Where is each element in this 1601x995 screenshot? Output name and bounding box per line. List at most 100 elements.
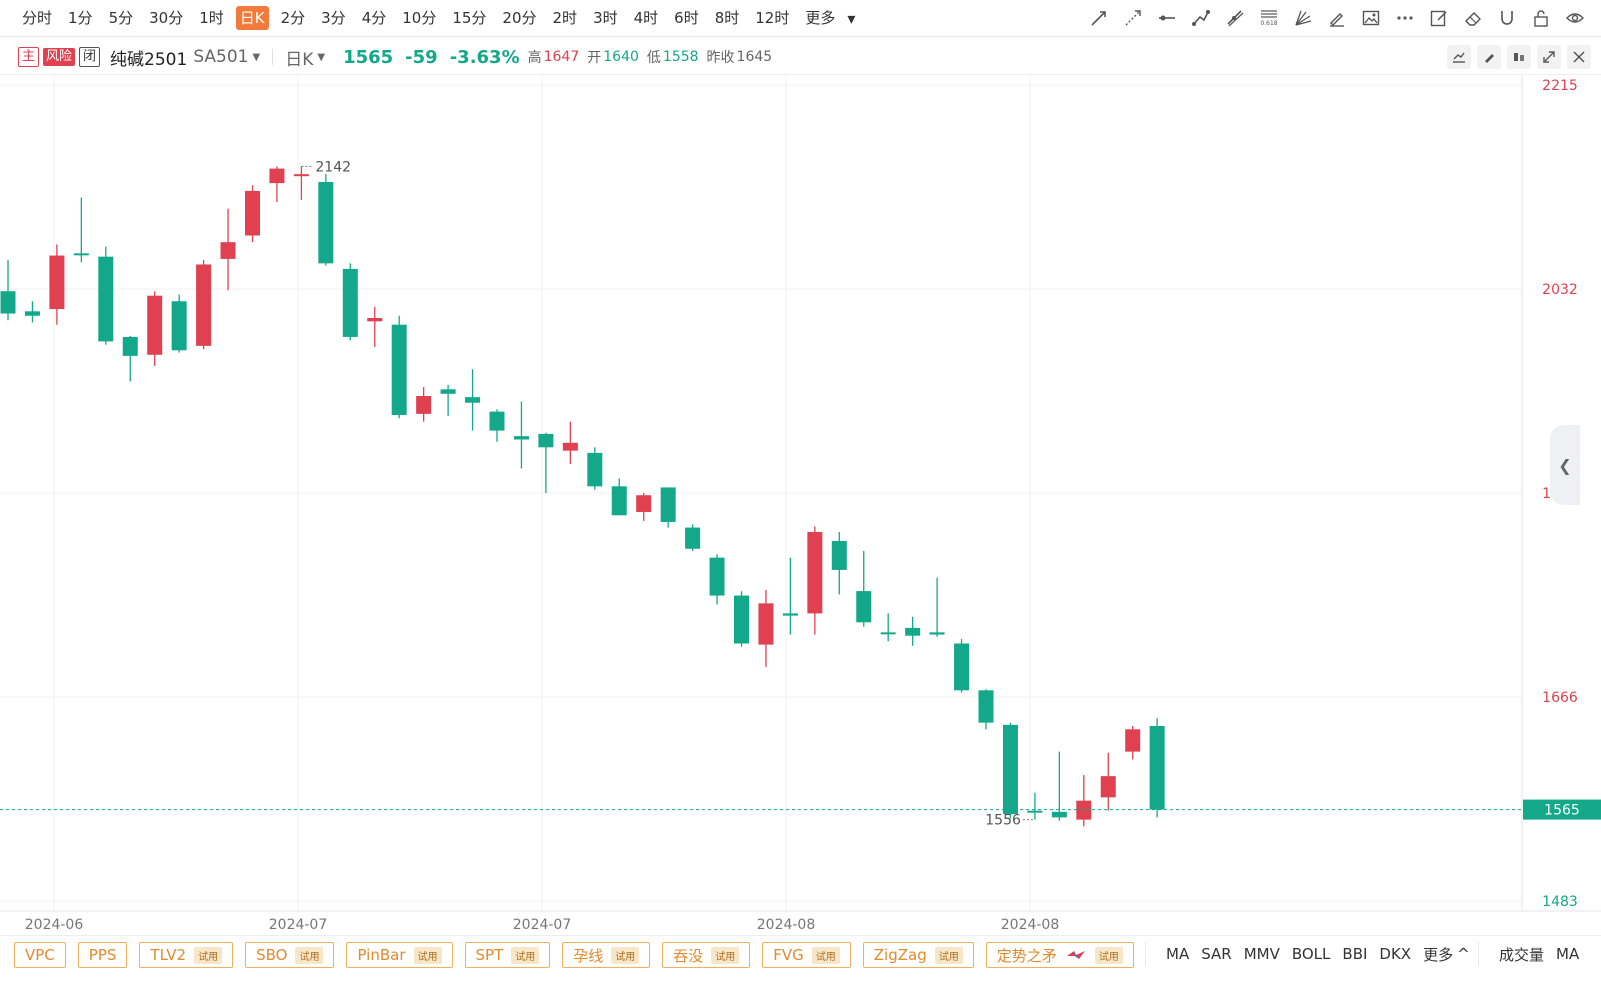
main-indicator[interactable]: MMV xyxy=(1243,945,1280,963)
candle-body xyxy=(49,255,65,310)
period-item[interactable]: 30分 xyxy=(149,9,184,27)
period-item[interactable]: 2时 xyxy=(552,9,578,27)
period-item[interactable]: 日K xyxy=(235,6,269,30)
fullscreen-icon[interactable] xyxy=(1537,45,1561,69)
indicator-button[interactable]: PinBar 试用 xyxy=(346,942,453,968)
close-icon[interactable] xyxy=(1567,45,1591,69)
eye-icon[interactable] xyxy=(1563,6,1587,30)
candle-body xyxy=(880,632,896,635)
x-axis-label: 2024-07 xyxy=(269,917,328,933)
candle xyxy=(856,550,872,627)
indicator-button[interactable]: TLV2 试用 xyxy=(139,942,234,968)
indicator-name: VPC xyxy=(25,946,55,964)
candle xyxy=(513,401,529,469)
polyline-icon[interactable] xyxy=(1189,6,1213,30)
note-icon[interactable] xyxy=(1427,6,1451,30)
candle xyxy=(709,554,725,605)
period-item[interactable]: 3分 xyxy=(321,9,346,27)
chart-settings-icon[interactable] xyxy=(1447,45,1471,69)
edit-icon[interactable] xyxy=(1477,45,1501,69)
candle-body xyxy=(538,433,554,448)
main-indicator[interactable]: DKX xyxy=(1379,945,1412,963)
candle-body xyxy=(611,486,627,516)
period-item[interactable]: 5分 xyxy=(108,9,134,27)
period-item[interactable]: 12时 xyxy=(755,9,790,27)
candle-body xyxy=(758,603,774,645)
parallel-channel-icon[interactable] xyxy=(1223,6,1247,30)
candle xyxy=(1027,792,1043,820)
candle xyxy=(342,263,358,341)
eraser-icon[interactable] xyxy=(1461,6,1485,30)
sub-indicator[interactable]: MA xyxy=(1556,945,1580,963)
indicator-more[interactable]: 更多 xyxy=(1423,945,1454,964)
period-item[interactable]: 分时 xyxy=(22,9,53,27)
period-item[interactable]: 1分 xyxy=(68,9,93,27)
compare-icon[interactable] xyxy=(1507,45,1531,69)
period-item[interactable]: 10分 xyxy=(402,9,437,27)
lock-icon[interactable] xyxy=(1529,6,1553,30)
candle xyxy=(98,246,114,345)
main-indicator[interactable]: BOLL xyxy=(1291,945,1331,963)
main-indicator[interactable]: BBI xyxy=(1342,945,1368,963)
kline-chart-canvas[interactable]: 1565221520321849166614832024-062024-0720… xyxy=(0,75,1601,935)
indicator-button[interactable]: SBO 试用 xyxy=(245,942,335,968)
period-item[interactable]: 3时 xyxy=(593,9,618,27)
chevron-up-icon[interactable]: ^ xyxy=(1457,945,1470,963)
candle-body xyxy=(122,336,138,356)
fibonacci-icon[interactable]: 0.618 xyxy=(1257,6,1281,30)
indicator-name: SBO xyxy=(256,946,288,964)
brush-icon[interactable] xyxy=(1325,6,1349,30)
indicator-button[interactable]: 定势之矛 试用 xyxy=(985,942,1134,968)
candle-body xyxy=(318,181,334,264)
candle xyxy=(1002,722,1018,819)
open-label: 开 xyxy=(587,50,602,66)
candle-body xyxy=(489,411,505,431)
fib-label: 0.618 xyxy=(1260,20,1277,27)
indicator-name: 孕线 xyxy=(573,946,604,965)
candle xyxy=(660,487,676,528)
period-item[interactable]: 2分 xyxy=(280,9,306,27)
indicator-button[interactable]: ZigZag 试用 xyxy=(862,942,974,968)
candle xyxy=(269,166,285,203)
period-item[interactable]: 8时 xyxy=(714,9,740,27)
indicator-button[interactable]: PPS xyxy=(77,942,128,968)
interval-dropdown-icon[interactable]: ▼ xyxy=(317,51,326,63)
main-indicator[interactable]: MA xyxy=(1166,945,1190,963)
symbol-dropdown-icon[interactable]: ▼ xyxy=(252,51,261,63)
candle xyxy=(122,335,138,382)
period-more[interactable]: 更多 xyxy=(805,9,836,27)
x-axis-label: 2024-08 xyxy=(1001,917,1060,933)
period-item[interactable]: 6时 xyxy=(674,9,699,27)
indicator-button[interactable]: FVG 试用 xyxy=(762,942,851,968)
sub-indicator[interactable]: 成交量 xyxy=(1499,945,1545,964)
image-icon[interactable] xyxy=(1359,6,1383,30)
interval-select[interactable]: 日K xyxy=(285,49,314,70)
more-dropdown-icon[interactable]: ▾ xyxy=(847,8,856,28)
period-item[interactable]: 4时 xyxy=(633,9,659,27)
symbol-code[interactable]: SA501 xyxy=(193,47,249,67)
period-item[interactable]: 15分 xyxy=(452,9,487,27)
collapse-panel-icon[interactable]: ❮ xyxy=(1550,425,1580,505)
period-item[interactable]: 1时 xyxy=(199,9,224,27)
indicator-button[interactable]: 吞没 试用 xyxy=(662,942,751,968)
period-item[interactable]: 20分 xyxy=(502,9,537,27)
indicator-button[interactable]: SPT 试用 xyxy=(464,942,551,968)
more-icon[interactable] xyxy=(1393,6,1417,30)
main-indicator[interactable]: SAR xyxy=(1201,945,1232,963)
candle-body xyxy=(1149,725,1165,810)
indicator-name: SPT xyxy=(475,946,504,964)
indicator-button[interactable]: 孕线 试用 xyxy=(562,942,651,968)
candle-body xyxy=(1125,729,1141,752)
trend-line-icon[interactable] xyxy=(1087,6,1111,30)
horizontal-line-icon[interactable] xyxy=(1155,6,1179,30)
ray-icon[interactable] xyxy=(1121,6,1145,30)
gann-fan-icon[interactable] xyxy=(1291,6,1315,30)
candle xyxy=(465,369,481,431)
candle xyxy=(905,616,921,646)
kline-chart[interactable]: 1565221520321849166614832024-062024-0720… xyxy=(0,75,1601,935)
symbol-name[interactable]: 纯碱2501 xyxy=(110,49,188,70)
high-value: 1647 xyxy=(543,49,580,65)
indicator-button[interactable]: VPC xyxy=(14,942,66,968)
period-item[interactable]: 4分 xyxy=(361,9,387,27)
magnet-icon[interactable] xyxy=(1495,6,1519,30)
